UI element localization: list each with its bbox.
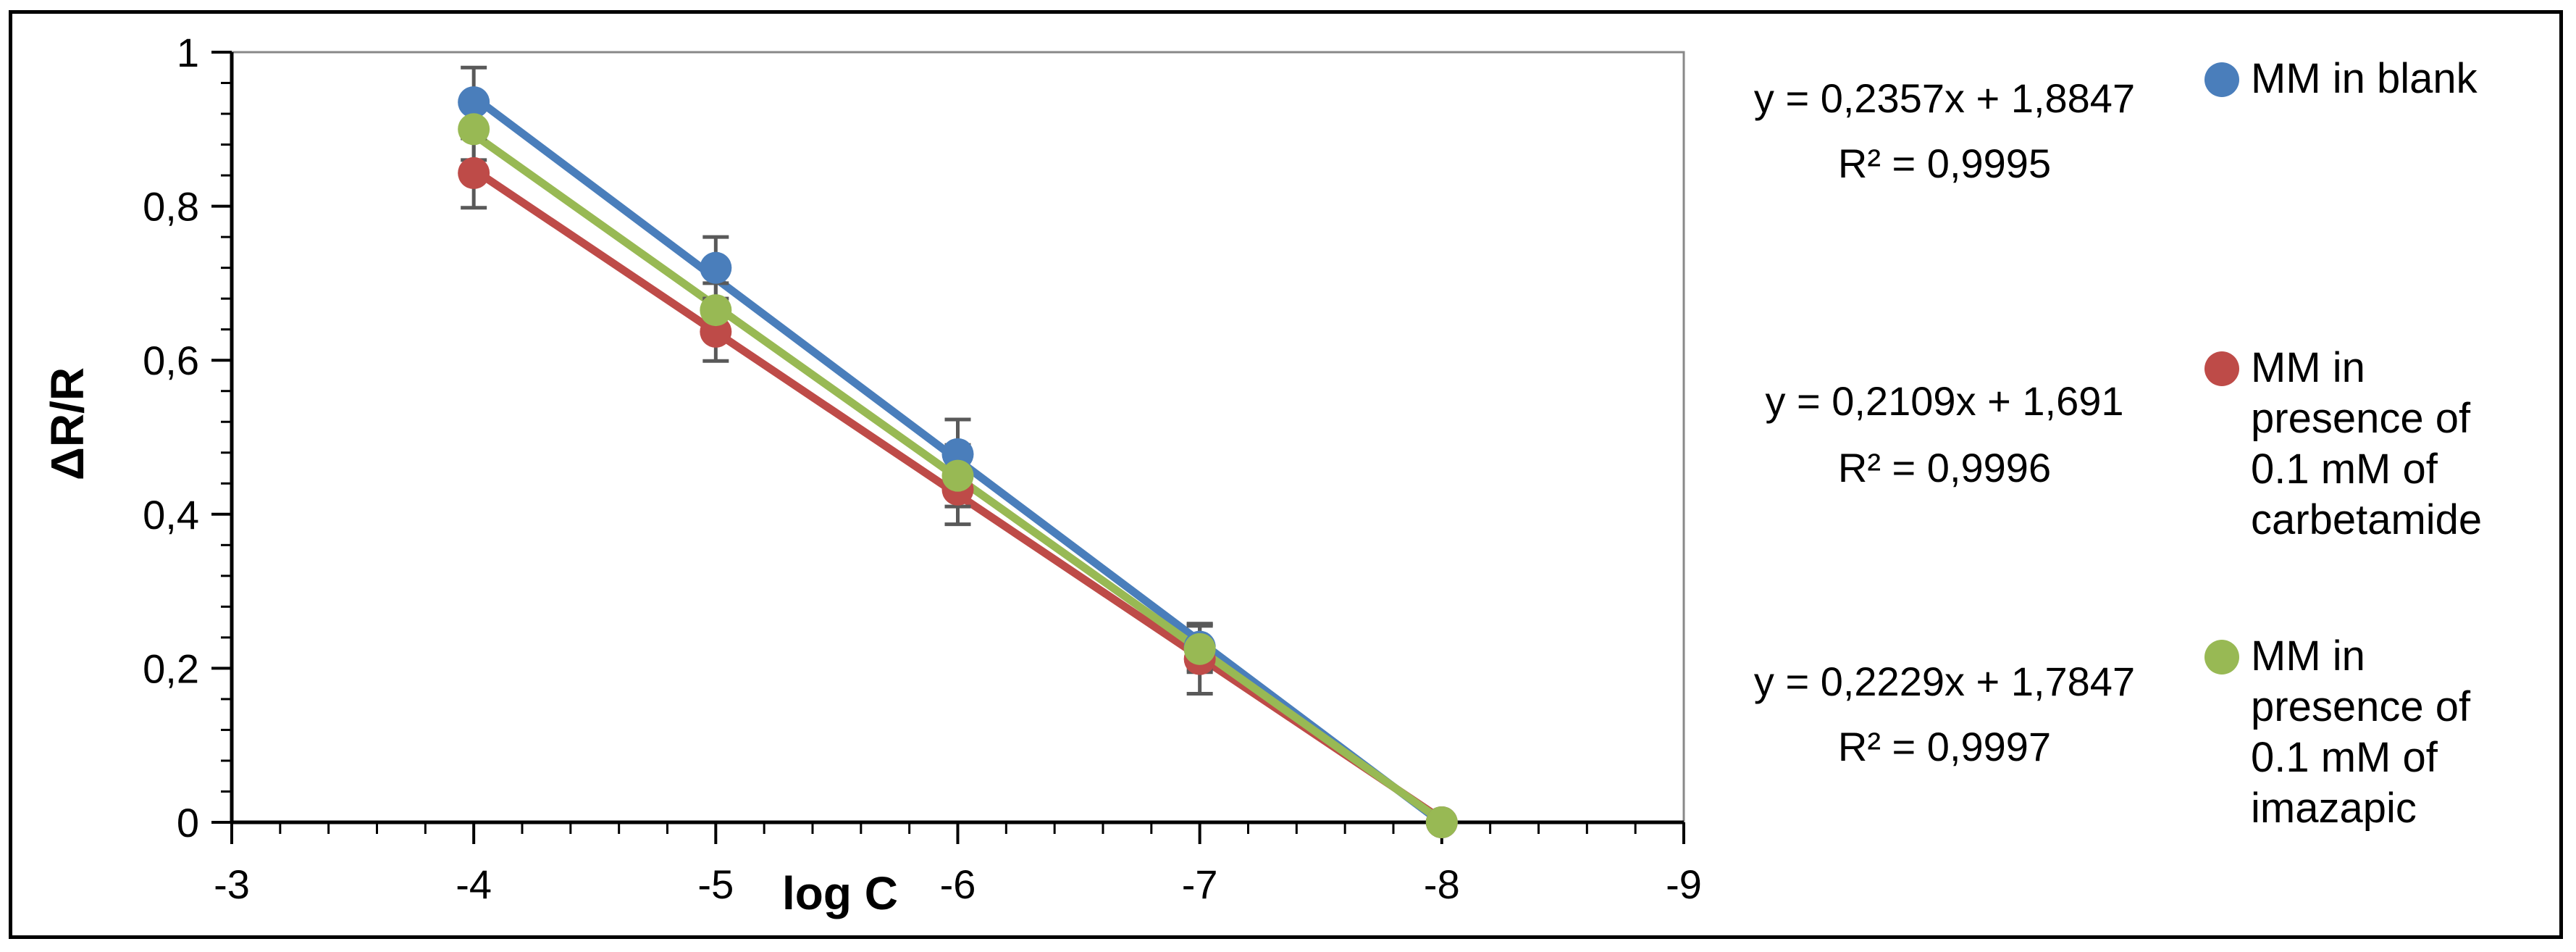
x-tick-label: -5 [697,861,734,907]
trendline-equations: y = 0,2357x + 1,8847 R² = 0,9995 y = 0,2… [1754,75,2135,769]
legend-label-series-2: MM in [2251,632,2365,680]
y-tick-label: 0,4 [143,492,199,538]
data-point-series-0 [700,251,732,284]
legend-marker-series-2 [2204,640,2239,675]
x-tick-label: -4 [456,861,492,907]
legend-label-series-1: presence of [2251,395,2471,442]
x-tick-label: -9 [1666,861,1702,907]
legend-label-series-2: 0.1 mM of [2251,734,2438,781]
r2-blank: R² = 0,9995 [1838,141,2051,186]
data-point-series-2 [941,459,974,492]
legend-label-series-1: MM in [2251,344,2365,391]
data-points [458,86,1458,838]
legend-marker-series-1 [2204,351,2239,386]
legend-label-series-1: 0.1 mM of [2251,446,2438,493]
legend-label-series-2: presence of [2251,683,2471,730]
legend-marker-series-0 [2204,62,2239,97]
x-tick-label: -6 [940,861,976,907]
legend-label-series-0: MM in blank [2251,55,2478,102]
data-point-series-0 [458,86,490,119]
x-tick-label: -3 [214,861,250,907]
equation-imazapic: y = 0,2229x + 1,7847 [1754,659,2135,704]
y-tick-label: 0,6 [143,338,199,383]
x-axis-title: log C [782,867,898,919]
legend-label-series-2: imazapic [2251,785,2417,832]
data-point-series-2 [1425,806,1458,838]
data-point-series-2 [700,294,732,327]
x-tick-label: -8 [1424,861,1460,907]
equation-blank: y = 0,2357x + 1,8847 [1754,75,2135,121]
y-tick-label: 0 [177,800,199,845]
y-axis-title: ΔR/R [41,367,93,480]
y-tick-label: 1 [177,30,199,75]
y-tick-label: 0,8 [143,184,199,230]
equation-carbetamide: y = 0,2109x + 1,691 [1765,378,2123,424]
data-point-series-1 [458,156,490,189]
error-bars [461,65,1213,696]
r2-carbetamide: R² = 0,9996 [1838,445,2051,490]
data-point-series-2 [1183,632,1216,665]
x-tick-label: -7 [1182,861,1218,907]
data-point-series-2 [458,113,490,146]
tick-labels: -3 -4 -5 -6 -7 -8 -9 0 0,2 0,4 0,6 0,8 1 [143,30,1702,907]
chart-frame [9,10,2563,939]
r2-imazapic: R² = 0,9997 [1838,724,2051,769]
y-tick-label: 0,2 [143,646,199,691]
legend-label-series-1: carbetamide [2251,496,2482,543]
